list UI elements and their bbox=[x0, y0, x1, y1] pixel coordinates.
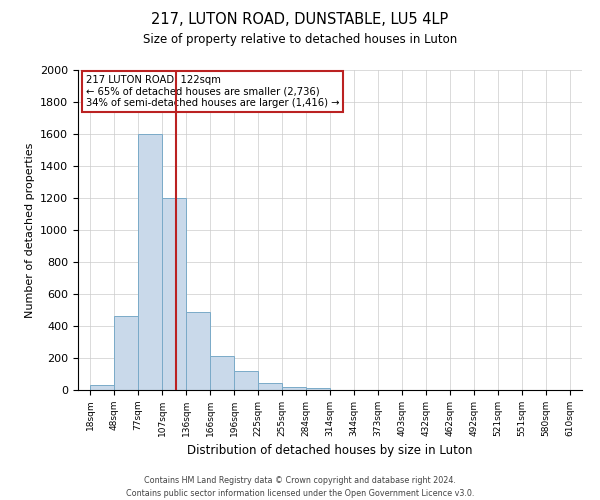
Bar bbox=[282, 387, 306, 390]
X-axis label: Distribution of detached houses by size in Luton: Distribution of detached houses by size … bbox=[187, 444, 473, 458]
Bar bbox=[306, 388, 330, 390]
Bar bbox=[114, 316, 138, 390]
Text: 217 LUTON ROAD: 122sqm
← 65% of detached houses are smaller (2,736)
34% of semi-: 217 LUTON ROAD: 122sqm ← 65% of detached… bbox=[86, 75, 339, 108]
Bar bbox=[138, 134, 162, 390]
Bar bbox=[162, 198, 186, 390]
Text: Size of property relative to detached houses in Luton: Size of property relative to detached ho… bbox=[143, 32, 457, 46]
Bar bbox=[210, 356, 234, 390]
Y-axis label: Number of detached properties: Number of detached properties bbox=[25, 142, 35, 318]
Bar bbox=[258, 383, 282, 390]
Text: 217, LUTON ROAD, DUNSTABLE, LU5 4LP: 217, LUTON ROAD, DUNSTABLE, LU5 4LP bbox=[151, 12, 449, 28]
Bar bbox=[186, 312, 210, 390]
Bar bbox=[234, 371, 258, 390]
Bar bbox=[90, 385, 114, 390]
Text: Contains HM Land Registry data © Crown copyright and database right 2024.
Contai: Contains HM Land Registry data © Crown c… bbox=[126, 476, 474, 498]
